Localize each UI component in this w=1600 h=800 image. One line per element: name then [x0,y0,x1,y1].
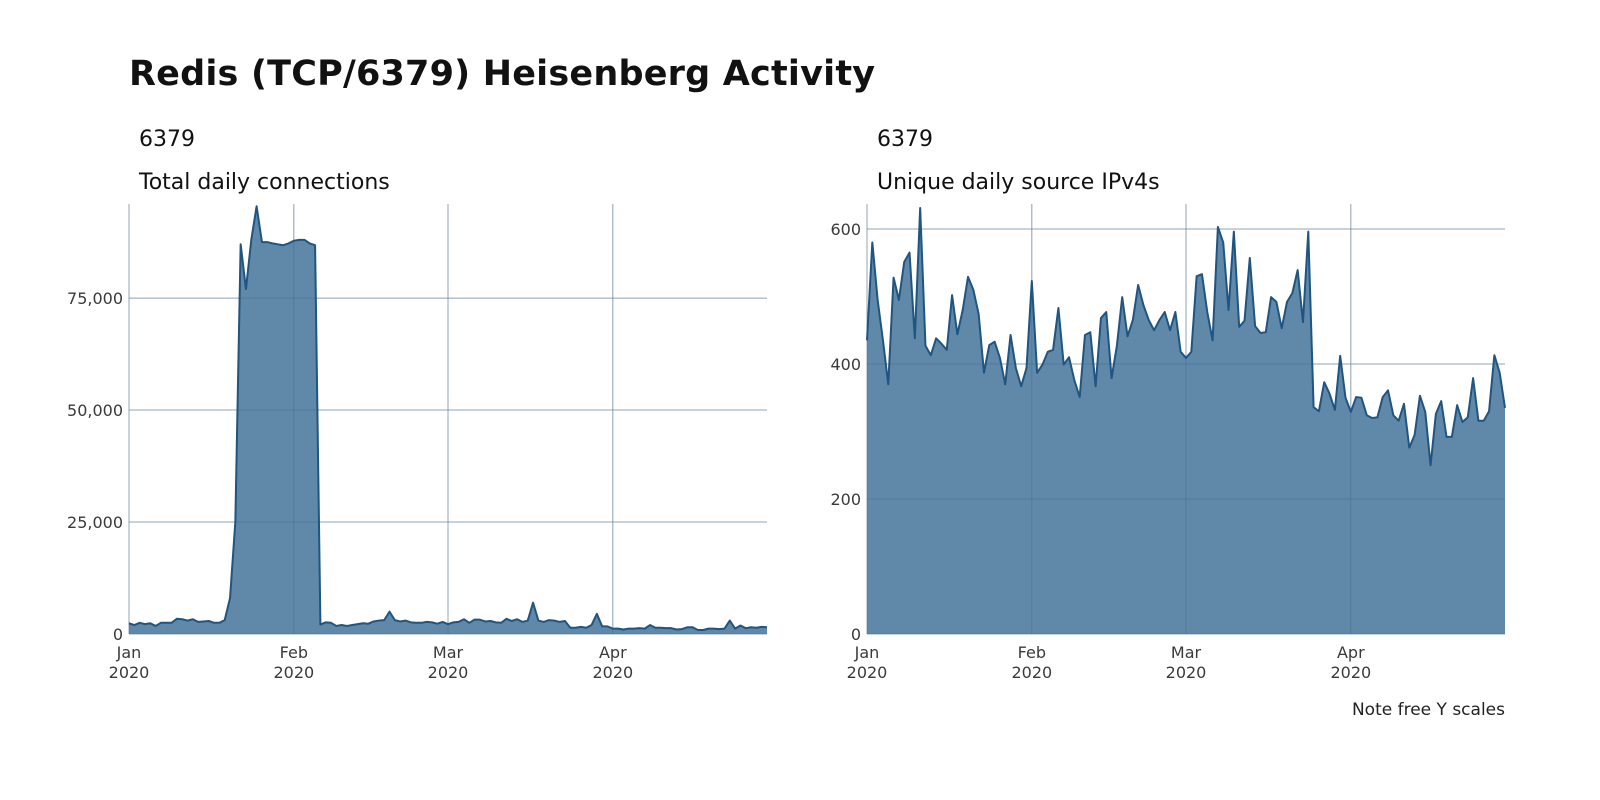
right-y-tick-label: 600 [830,220,861,239]
right-y-tick-label: 400 [830,355,861,374]
left-y-tick-label: 50,000 [67,401,123,420]
right-x-tick-year: 2020 [1011,663,1052,682]
right-panel-title: Unique daily source IPv4s [877,170,1160,195]
left-y-tick-label: 0 [113,625,123,644]
left-x-tick-label: Mar [433,643,464,662]
caption: Note free Y scales [1351,700,1505,720]
left-panel-title: Total daily connections [139,170,390,195]
left-x-tick-year: 2020 [428,663,469,682]
left-y-tick-label: 25,000 [67,513,123,532]
left-x-tick-label: Apr [599,643,627,662]
right-x-tick-year: 2020 [1166,663,1207,682]
left-x-tick-year: 2020 [592,663,633,682]
left-area [129,206,767,635]
right-facet-label: 6379 [877,127,933,152]
right-x-tick-label: Mar [1171,643,1202,662]
right-x-tick-label: Feb [1018,643,1046,662]
chart-title: Redis (TCP/6379) Heisenberg Activity [129,54,876,94]
left-x-tick-year: 2020 [109,663,150,682]
left-x-tick-label: Jan [116,643,142,662]
left-x-tick-label: Feb [280,643,308,662]
right-x-tick-label: Jan [854,643,880,662]
right-x-tick-year: 2020 [1330,663,1371,682]
right-series-line [866,207,1506,467]
right-y-tick-label: 200 [830,490,861,509]
left-facet-label: 6379 [139,127,195,152]
left-series-line [128,205,768,631]
left-x-tick-year: 2020 [273,663,314,682]
right-x-tick-year: 2020 [847,663,888,682]
right-y-tick-label: 0 [851,625,861,644]
left-y-tick-label: 75,000 [67,289,123,308]
right-area [867,208,1505,635]
right-x-tick-label: Apr [1337,643,1365,662]
